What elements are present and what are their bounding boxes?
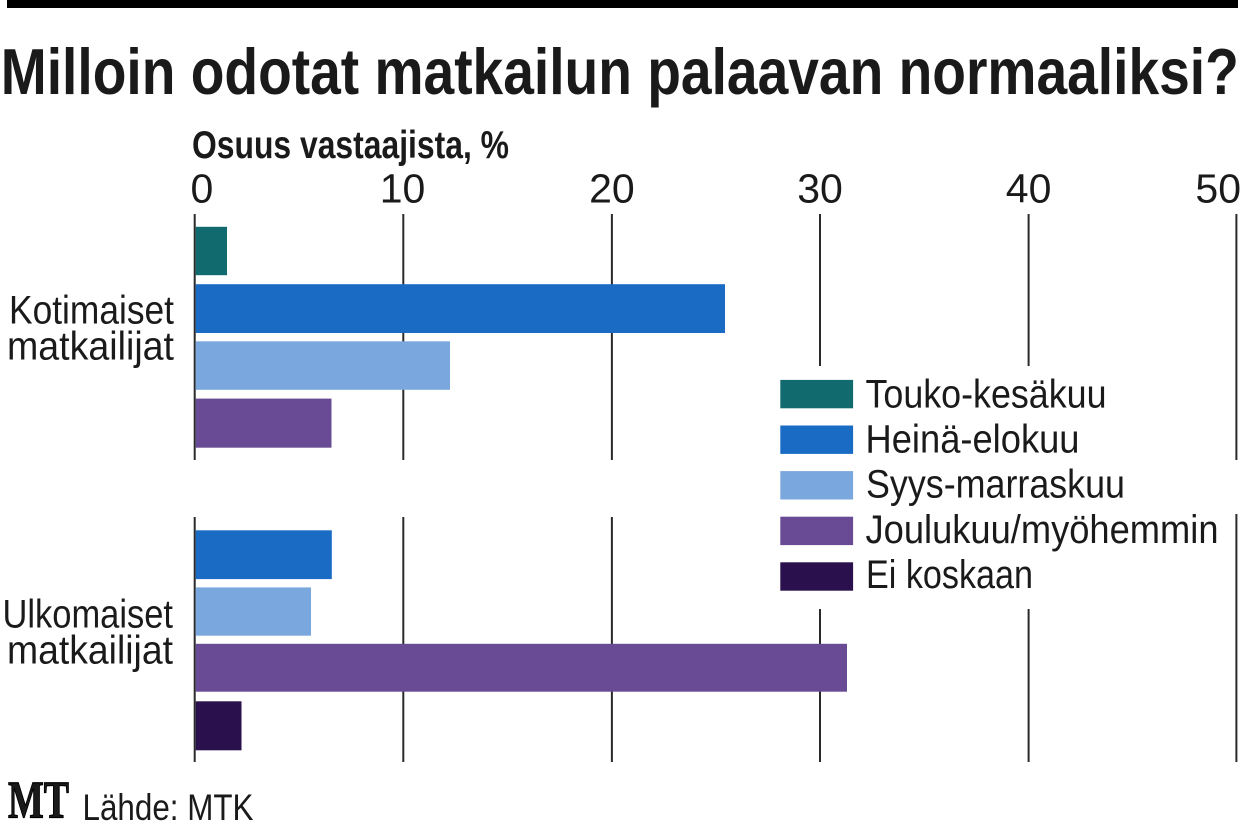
svg-text:Osuus vastaajista, %: Osuus vastaajista, %: [192, 124, 509, 167]
svg-text:30: 30: [797, 166, 843, 212]
svg-text:Touko-kesäkuu: Touko-kesäkuu: [866, 372, 1107, 416]
svg-text:20: 20: [589, 166, 635, 212]
svg-text:10: 10: [380, 166, 426, 212]
svg-text:50: 50: [1195, 166, 1240, 212]
svg-text:matkailijat: matkailijat: [7, 325, 174, 369]
svg-text:matkailijat: matkailijat: [7, 629, 173, 673]
svg-text:Lähde: MTK: Lähde: MTK: [83, 787, 254, 828]
svg-text:40: 40: [1006, 166, 1052, 212]
svg-text:Milloin odotat matkailun palaa: Milloin odotat matkailun palaavan normaa…: [1, 35, 1239, 108]
svg-text:Ei koskaan: Ei koskaan: [866, 553, 1033, 597]
svg-text:Joulukuu/myöhemmin: Joulukuu/myöhemmin: [866, 508, 1219, 552]
svg-text:Kotimaiset: Kotimaiset: [9, 288, 174, 332]
svg-text:0: 0: [191, 166, 214, 212]
svg-text:Syys-marraskuu: Syys-marraskuu: [866, 463, 1125, 507]
svg-text:Heinä-elokuu: Heinä-elokuu: [866, 418, 1080, 462]
svg-text:MT: MT: [8, 772, 69, 829]
svg-text:Ulkomaiset: Ulkomaiset: [3, 593, 174, 637]
